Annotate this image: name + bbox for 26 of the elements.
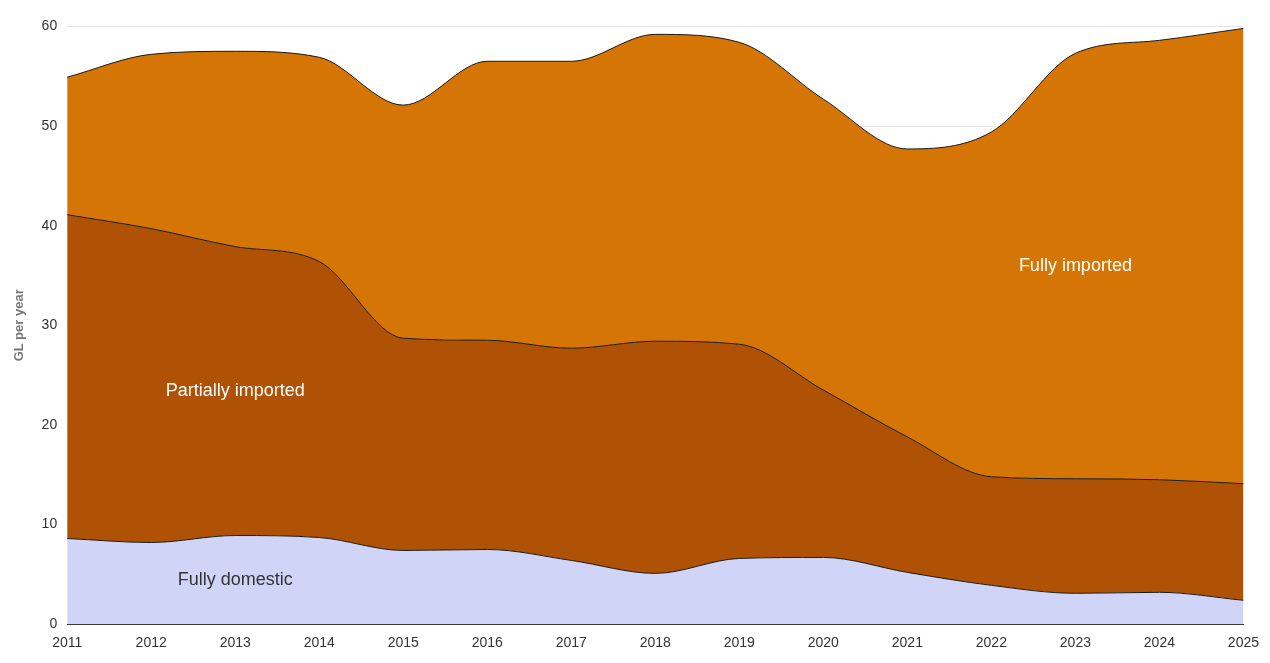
x-tick-label: 2017 [555,634,588,651]
x-tick-label: 2025 [1227,634,1260,651]
series-label: Fully domestic [177,568,293,589]
x-tick-label: 2013 [219,634,251,651]
x-tick-label: 2023 [1059,634,1092,651]
y-tick-label: 20 [41,415,58,432]
y-tick-label: 10 [41,515,58,532]
x-tick-label: 2016 [471,634,504,651]
series-label: Partially imported [165,380,305,401]
x-tick-label: 2019 [723,634,756,651]
x-tick-label: 2018 [639,634,672,651]
x-tick-label: 2011 [52,634,83,651]
y-axis-title: GL per year [11,289,27,362]
x-tick-label: 2022 [975,634,1008,651]
x-tick-label: 2015 [387,634,420,651]
y-tick-label: 40 [41,216,58,233]
y-tick-label: 50 [41,116,58,133]
series-label: Fully imported [1018,254,1132,275]
y-tick-label: 60 [41,17,58,34]
y-tick-label: 30 [41,316,58,333]
x-tick-label: 2024 [1143,634,1176,651]
x-tick-label: 2021 [891,634,924,651]
x-tick-label: 2020 [807,634,840,651]
x-tick-label: 2012 [135,634,167,651]
x-tick-label: 2014 [303,634,336,651]
y-tick-label: 0 [49,615,58,632]
